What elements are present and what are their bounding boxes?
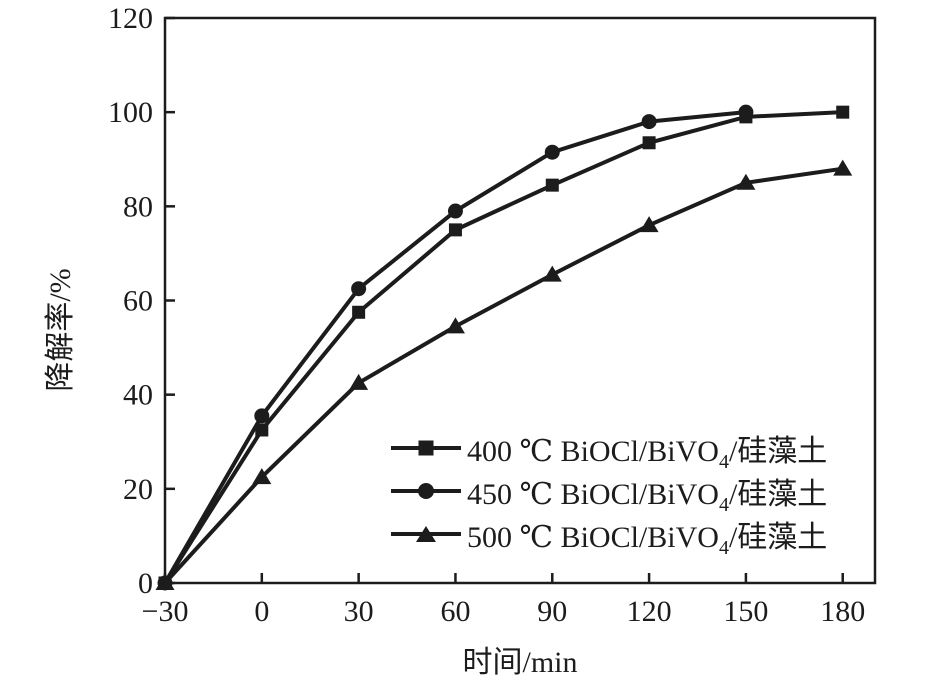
triangle-marker xyxy=(736,173,756,190)
y-tick-label: 80 xyxy=(123,190,153,223)
triangle-marker xyxy=(349,373,369,390)
square-marker xyxy=(545,178,559,192)
x-tick-label: −30 xyxy=(142,595,189,628)
circle-marker xyxy=(447,203,463,219)
legend-label-text: 400 ℃ BiOCl/BiVO xyxy=(467,434,719,468)
circle-marker xyxy=(544,144,560,160)
x-tick-label: 30 xyxy=(344,595,374,628)
series-line-square xyxy=(163,110,843,585)
y-tick-label: 0 xyxy=(138,567,153,600)
legend-item-450c: 450 ℃ BiOCl/BiVO4/硅藻土 xyxy=(391,469,828,516)
triangle-marker xyxy=(833,159,853,176)
legend-label: 500 ℃ BiOCl/BiVO4/硅藻土 xyxy=(467,512,828,559)
series-line-triangle xyxy=(163,166,844,585)
legend: 400 ℃ BiOCl/BiVO4/硅藻土 450 ℃ BiOCl/BiVO4/… xyxy=(391,426,828,559)
legend-line-sample xyxy=(391,525,461,542)
legend-label-subscript: 4 xyxy=(718,450,729,473)
triangle-marker xyxy=(639,216,659,233)
x-axis-title: 时间/min xyxy=(462,646,578,676)
y-tick-label: 20 xyxy=(123,473,153,506)
legend-label-text: 450 ℃ BiOCl/BiVO xyxy=(467,477,719,511)
x-tick-label: 180 xyxy=(820,595,865,628)
legend-label-subscript: 4 xyxy=(718,493,729,516)
circle-marker xyxy=(254,408,270,424)
x-tick-label: 90 xyxy=(537,595,567,628)
legend-label: 400 ℃ BiOCl/BiVO4/硅藻土 xyxy=(467,426,828,473)
legend-label-tail: /硅藻土 xyxy=(728,520,828,554)
square-marker-icon xyxy=(418,440,434,455)
x-tick-label: 150 xyxy=(723,595,768,628)
x-tick-label: 120 xyxy=(627,595,672,628)
y-axis-title: 降解率/% xyxy=(44,268,77,392)
square-marker xyxy=(255,423,269,437)
y-tick-label: 120 xyxy=(108,2,153,35)
legend-label-subscript: 4 xyxy=(718,536,729,559)
triangle-marker xyxy=(252,468,272,485)
triangle-marker xyxy=(445,317,465,334)
legend-line-sample xyxy=(391,482,461,499)
legend-item-500c: 500 ℃ BiOCl/BiVO4/硅藻土 xyxy=(391,512,828,559)
triangle-marker xyxy=(542,265,562,282)
x-tick-label: 60 xyxy=(440,595,470,628)
square-marker xyxy=(642,136,656,150)
legend-label-tail: /硅藻土 xyxy=(728,477,828,511)
circle-marker-icon xyxy=(418,482,434,499)
triangle-marker-icon xyxy=(416,525,436,542)
x-tick-label: 0 xyxy=(254,595,269,628)
legend-label-tail: /硅藻土 xyxy=(728,434,828,468)
legend-line-sample xyxy=(391,440,461,455)
y-tick-label: 100 xyxy=(108,96,153,129)
square-marker xyxy=(448,223,462,237)
circle-marker xyxy=(641,114,657,130)
square-marker xyxy=(352,305,366,319)
legend-label-text: 500 ℃ BiOCl/BiVO xyxy=(467,520,719,554)
circle-marker xyxy=(738,104,754,120)
legend-label: 450 ℃ BiOCl/BiVO4/硅藻土 xyxy=(467,469,828,516)
square-marker xyxy=(836,105,850,119)
legend-item-400c: 400 ℃ BiOCl/BiVO4/硅藻土 xyxy=(391,426,828,473)
y-tick-label: 60 xyxy=(123,285,153,318)
circle-marker xyxy=(351,281,367,297)
y-tick-label: 40 xyxy=(123,379,153,412)
triangle-marker xyxy=(155,574,175,590)
